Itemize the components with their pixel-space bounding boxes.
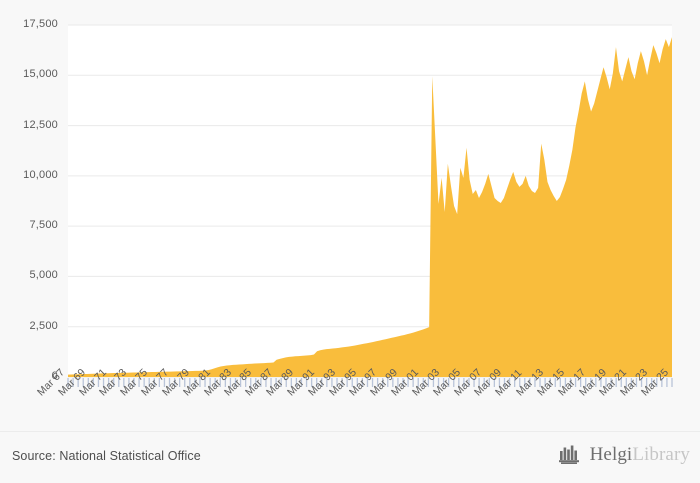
y-axis-tick-label: 5,000 [29,269,58,282]
helgi-library-building-icon [558,445,579,464]
logo-wordmark: HelgiLibrary [590,445,690,464]
y-axis-tick-label: 12,500 [23,118,58,131]
y-axis-tick-label: 2,500 [29,319,58,332]
logo-secondary-text: Library [632,443,690,465]
y-axis-tick-label: 17,500 [23,18,58,30]
y-axis-tick-label: 15,000 [23,68,58,81]
helgi-library-logo[interactable]: HelgiLibrary [558,443,690,465]
x-axis-tick-marks [67,378,673,387]
y-axis-tick-label: 7,500 [29,219,58,232]
source-label: Source: National Statistical Office [12,449,201,463]
chart-footer: Source: National Statistical Office Helg… [0,431,700,483]
footer-divider [0,431,700,432]
logo-primary-text: Helgi [589,443,633,465]
y-axis-tick-label: 10,000 [23,168,58,181]
series-area-path [68,37,672,377]
y-axis-tick-label: 0 [51,370,58,382]
